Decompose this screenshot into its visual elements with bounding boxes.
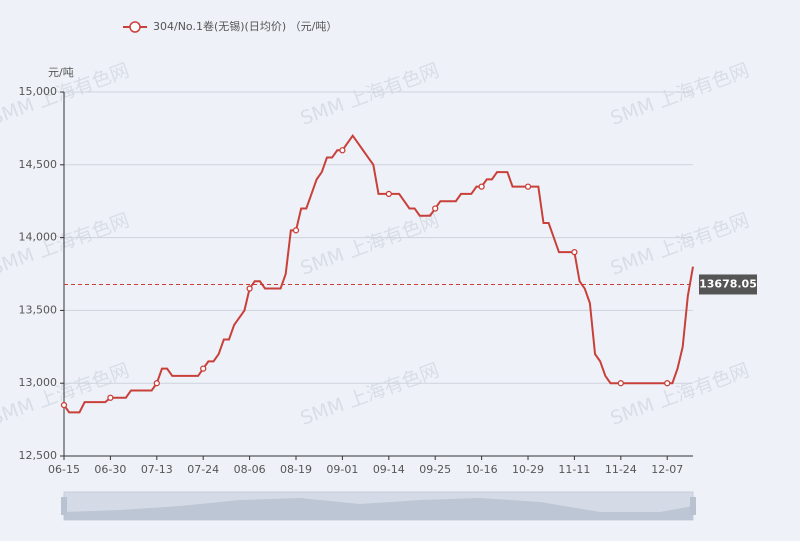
legend-marker (129, 21, 141, 33)
point-marker (292, 227, 300, 234)
y-tick-label: 15,000 (19, 85, 58, 98)
x-tick-label: 10-16 (466, 463, 498, 476)
x-tick-label: 12-07 (651, 463, 683, 476)
mark-line-label: 13678.05 (699, 277, 757, 290)
point-marker (478, 183, 485, 190)
x-tick-label: 06-30 (94, 463, 126, 476)
point-marker (153, 380, 160, 387)
x-tick-label: 11-24 (605, 463, 637, 476)
data-zoom[interactable] (61, 491, 696, 521)
x-tick-label: 08-19 (280, 463, 312, 476)
y-tick-label: 14,500 (19, 158, 58, 171)
x-tick-label: 08-06 (234, 463, 266, 476)
zoom-handle[interactable] (690, 497, 696, 515)
y-tick-label: 14,000 (19, 231, 58, 244)
point-marker (617, 380, 624, 387)
y-tick-label: 13,000 (19, 376, 58, 389)
x-tick-label: 09-14 (373, 463, 405, 476)
x-tick-label: 09-01 (326, 463, 358, 476)
point-marker (107, 394, 114, 401)
point-marker (571, 249, 578, 256)
point-marker (200, 365, 207, 372)
point-marker (385, 190, 392, 198)
zoom-preview (64, 498, 693, 520)
series-line (63, 133, 694, 414)
x-tick-label: 11-11 (558, 463, 590, 476)
mark-line-label-bg (699, 274, 757, 295)
point-marker (339, 147, 346, 154)
x-tick-label: 06-15 (48, 463, 80, 476)
point-marker (524, 183, 532, 190)
point-marker (664, 380, 671, 387)
y-axis-label: 元/吨 (48, 66, 74, 79)
zoom-handle[interactable] (61, 497, 67, 515)
point-marker (60, 401, 68, 409)
x-tick-label: 07-24 (187, 463, 219, 476)
x-tick-label: 07-13 (141, 463, 173, 476)
y-tick-label: 12,500 (19, 449, 58, 462)
point-marker (432, 205, 439, 212)
y-tick-label: 13,500 (19, 303, 58, 316)
x-tick-label: 10-29 (512, 463, 544, 476)
legend-label[interactable]: 304/No.1卷(无锡)(日均价) （元/吨） (153, 19, 337, 33)
x-tick-label: 09-25 (419, 463, 451, 476)
point-marker (246, 285, 253, 292)
legend[interactable]: 304/No.1卷(无锡)(日均价) （元/吨） (123, 19, 337, 33)
